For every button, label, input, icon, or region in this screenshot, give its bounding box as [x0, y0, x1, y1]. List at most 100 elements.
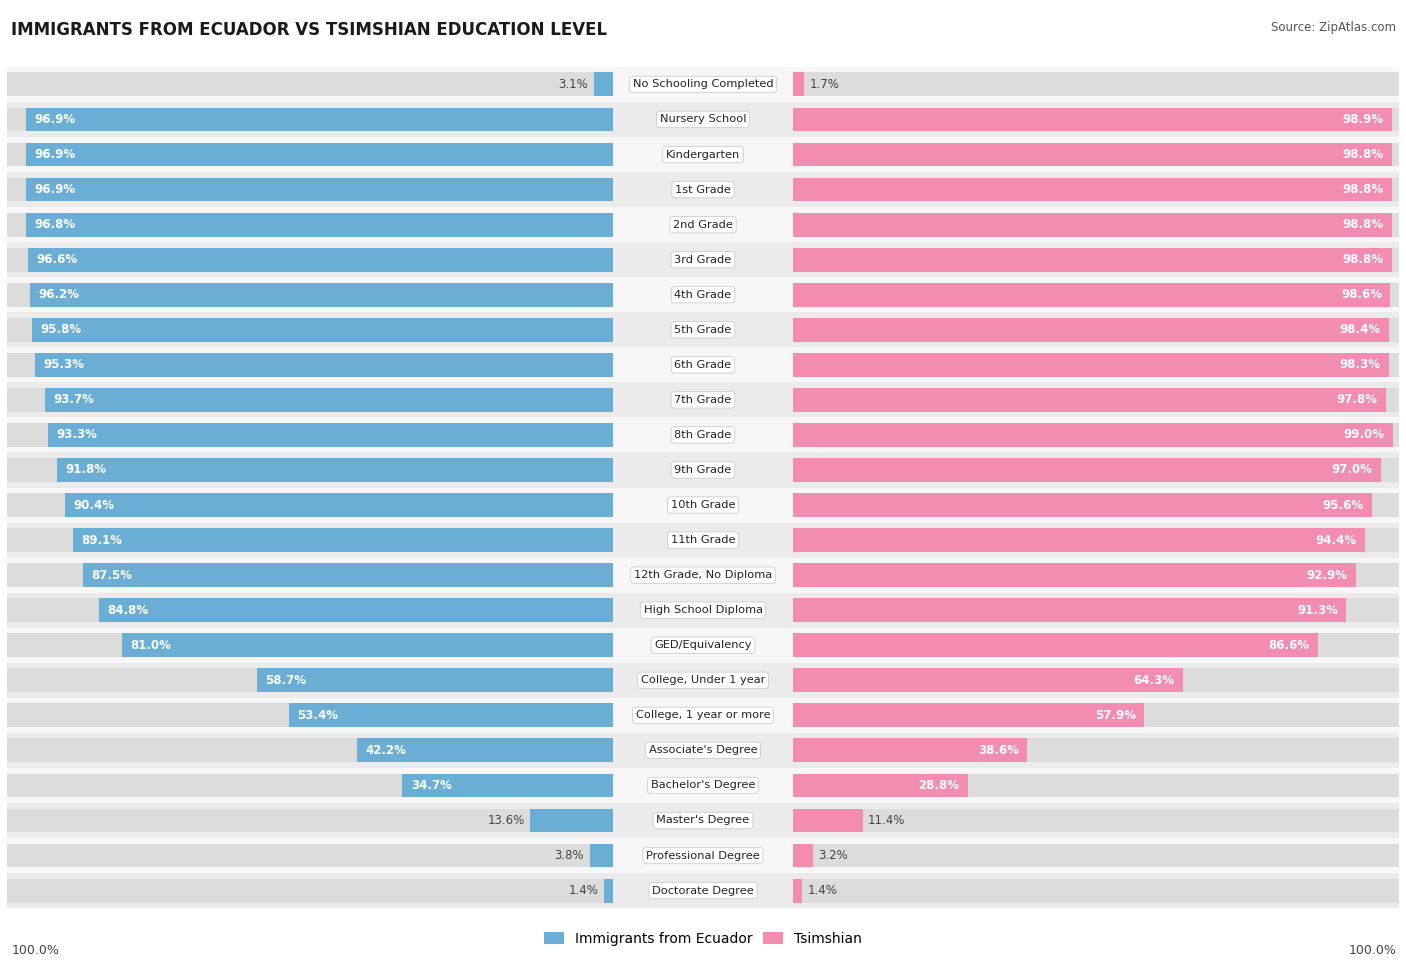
Bar	[290, 703, 613, 727]
Bar	[83, 564, 613, 587]
Bar	[48, 423, 613, 447]
Bar	[7, 493, 613, 517]
Text: 1.4%: 1.4%	[568, 884, 599, 897]
Bar	[7, 283, 613, 306]
Bar	[7, 703, 613, 727]
Bar	[793, 177, 1392, 202]
Text: College, Under 1 year: College, Under 1 year	[641, 676, 765, 685]
Bar	[793, 843, 1399, 868]
Bar	[530, 808, 613, 833]
Bar	[7, 318, 613, 341]
Text: 1st Grade: 1st Grade	[675, 184, 731, 195]
Bar	[793, 353, 1389, 376]
Bar	[793, 142, 1399, 167]
Bar	[257, 669, 613, 692]
Bar	[7, 564, 613, 587]
Text: 9th Grade: 9th Grade	[675, 465, 731, 475]
Bar	[45, 388, 613, 411]
Bar	[793, 177, 1399, 202]
Bar	[25, 177, 613, 202]
Bar	[7, 838, 1399, 873]
Bar	[793, 564, 1355, 587]
Bar	[793, 703, 1399, 727]
Text: 93.3%: 93.3%	[56, 428, 97, 442]
Bar	[65, 493, 613, 517]
Bar	[793, 878, 1399, 903]
Bar	[793, 528, 1365, 552]
Bar	[793, 773, 1399, 798]
Text: 5th Grade: 5th Grade	[675, 325, 731, 334]
Bar	[7, 388, 613, 411]
Bar	[793, 599, 1399, 622]
Bar	[7, 242, 1399, 277]
Bar	[7, 808, 613, 833]
Bar	[7, 878, 613, 903]
Text: 95.3%: 95.3%	[44, 359, 84, 371]
Bar	[25, 107, 613, 132]
Bar	[7, 72, 613, 97]
Text: 3.1%: 3.1%	[558, 78, 588, 91]
Bar	[7, 803, 1399, 838]
Text: 11.4%: 11.4%	[868, 814, 905, 827]
Bar	[7, 382, 1399, 417]
Text: 10th Grade: 10th Grade	[671, 500, 735, 510]
Bar	[27, 213, 613, 237]
Bar	[793, 458, 1399, 482]
Text: Associate's Degree: Associate's Degree	[648, 745, 758, 756]
Text: 97.0%: 97.0%	[1331, 463, 1372, 477]
Text: 98.3%: 98.3%	[1340, 359, 1381, 371]
Text: 95.6%: 95.6%	[1323, 498, 1364, 512]
Bar	[7, 733, 1399, 768]
Bar	[793, 423, 1393, 447]
Text: 42.2%: 42.2%	[366, 744, 406, 757]
Bar	[793, 388, 1386, 411]
Bar	[793, 773, 967, 798]
Bar	[793, 843, 813, 868]
Text: 28.8%: 28.8%	[918, 779, 959, 792]
Bar	[7, 873, 1399, 908]
Text: No Schooling Completed: No Schooling Completed	[633, 79, 773, 90]
Bar	[7, 417, 1399, 452]
Text: Master's Degree: Master's Degree	[657, 815, 749, 826]
Bar	[793, 703, 1144, 727]
Text: 96.9%: 96.9%	[34, 183, 76, 196]
Text: 96.8%: 96.8%	[35, 218, 76, 231]
Legend: Immigrants from Ecuador, Tsimshian: Immigrants from Ecuador, Tsimshian	[538, 926, 868, 952]
Bar	[7, 628, 1399, 663]
Text: 98.8%: 98.8%	[1343, 183, 1384, 196]
Bar	[7, 347, 1399, 382]
Bar	[7, 107, 613, 132]
Text: 38.6%: 38.6%	[977, 744, 1019, 757]
Text: 84.8%: 84.8%	[107, 604, 149, 616]
Bar	[793, 738, 1399, 762]
Bar	[793, 493, 1372, 517]
Bar	[793, 318, 1389, 341]
Bar	[593, 72, 613, 97]
Text: Nursery School: Nursery School	[659, 114, 747, 125]
Text: 89.1%: 89.1%	[82, 533, 122, 547]
Bar	[7, 523, 1399, 558]
Bar	[793, 669, 1399, 692]
Text: 53.4%: 53.4%	[298, 709, 339, 722]
Text: 64.3%: 64.3%	[1133, 674, 1174, 686]
Bar	[122, 634, 613, 657]
Text: 96.6%: 96.6%	[37, 254, 77, 266]
Text: 97.8%: 97.8%	[1336, 393, 1378, 407]
Text: 100.0%: 100.0%	[11, 945, 59, 957]
Bar	[793, 72, 804, 97]
Bar	[793, 808, 1399, 833]
Text: Source: ZipAtlas.com: Source: ZipAtlas.com	[1271, 21, 1396, 34]
Text: 91.3%: 91.3%	[1298, 604, 1339, 616]
Bar	[793, 493, 1399, 517]
Bar	[605, 878, 613, 903]
Bar	[7, 528, 613, 552]
Text: 96.9%: 96.9%	[34, 148, 76, 161]
Text: College, 1 year or more: College, 1 year or more	[636, 711, 770, 721]
Text: 98.8%: 98.8%	[1343, 218, 1384, 231]
Text: 2nd Grade: 2nd Grade	[673, 219, 733, 230]
Text: Doctorate Degree: Doctorate Degree	[652, 885, 754, 896]
Bar	[793, 564, 1399, 587]
Bar	[28, 248, 613, 272]
Text: 95.8%: 95.8%	[41, 324, 82, 336]
Text: Professional Degree: Professional Degree	[647, 850, 759, 861]
